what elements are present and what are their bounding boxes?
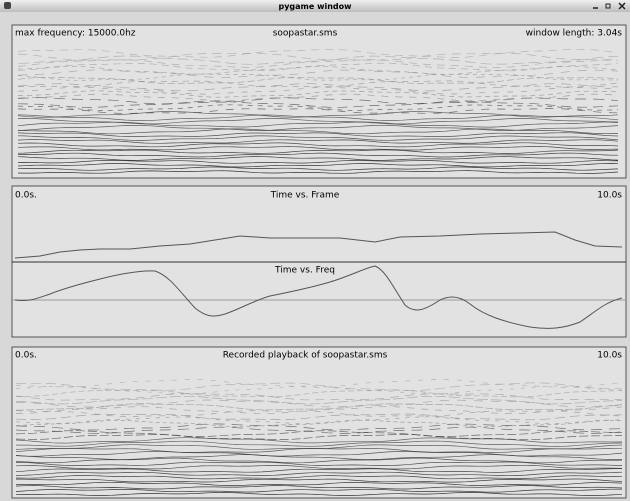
page: pygame window max frequency: 15000.0hz s… (0, 0, 630, 501)
frame-plot-title: Time vs. Frame (270, 191, 340, 201)
playback-start: 0.0s. (15, 351, 37, 361)
window-length: window length: 3.04s (526, 29, 623, 39)
playback-end: 10.0s (597, 351, 622, 361)
playback-title: Recorded playback of soopastar.sms (223, 351, 388, 361)
end-time: 10.0s (597, 191, 622, 201)
start-time: 0.0s. (15, 191, 37, 201)
analysis-panel (12, 25, 626, 178)
file-name: soopastar.sms (273, 29, 338, 39)
pygame-window: pygame window max frequency: 15000.0hz s… (0, 0, 630, 501)
app-icon (4, 2, 11, 9)
max-frequency: max frequency: 15000.0hz (15, 29, 136, 39)
window-title: pygame window (278, 2, 352, 11)
freq-plot-title: Time vs. Freq (274, 266, 335, 276)
